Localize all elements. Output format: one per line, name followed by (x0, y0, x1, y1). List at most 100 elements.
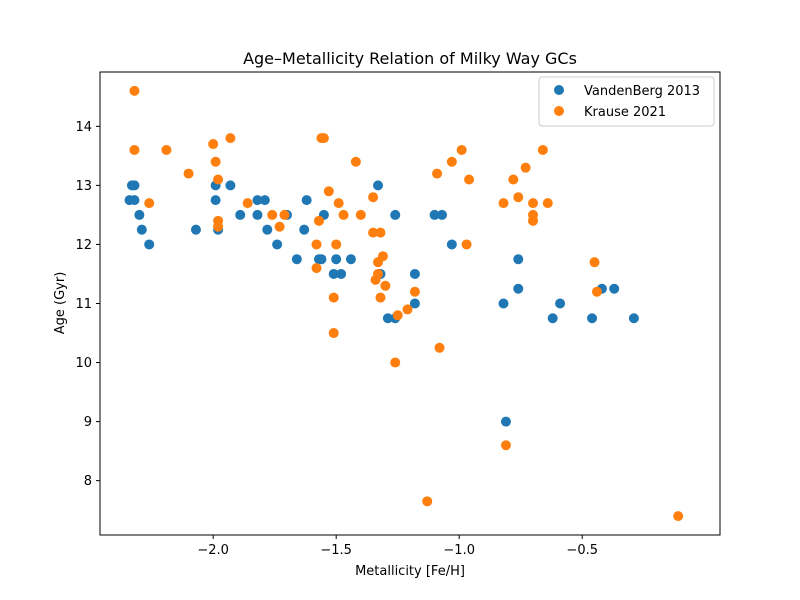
point-krause-43 (434, 342, 445, 353)
point-krause-4 (183, 168, 194, 179)
x-axis: −2.0 −1.5 −1.0 −0.5 (197, 535, 598, 558)
point-krause-41 (422, 496, 433, 507)
point-krause-1 (129, 144, 140, 155)
y-axis: 8 9 10 11 12 13 14 (75, 120, 100, 489)
point-krause-47 (464, 174, 475, 185)
point-vandenberg-48 (628, 313, 639, 324)
point-krause-52 (520, 162, 531, 173)
point-vandenberg-41 (513, 254, 524, 265)
legend: VandenBerg 2013 Krause 2021 (538, 76, 715, 127)
point-krause-24 (333, 198, 344, 209)
point-krause-60 (673, 511, 684, 522)
point-krause-51 (513, 192, 524, 203)
point-vandenberg-44 (555, 298, 566, 309)
point-vandenberg-6 (144, 239, 155, 250)
point-vandenberg-43 (547, 313, 558, 324)
legend-marker-krause (554, 106, 564, 116)
point-vandenberg-14 (252, 209, 263, 220)
point-krause-20 (323, 186, 334, 197)
point-vandenberg-3 (129, 180, 140, 191)
point-krause-25 (338, 209, 349, 220)
point-krause-31 (373, 268, 384, 279)
x-axis-label: Metallicity [Fe/H] (355, 564, 465, 579)
point-krause-10 (225, 133, 236, 144)
point-krause-17 (313, 215, 324, 226)
point-vandenberg-9 (210, 195, 221, 206)
point-krause-55 (528, 198, 539, 209)
point-vandenberg-7 (190, 224, 201, 235)
point-krause-59 (591, 286, 602, 297)
point-krause-35 (375, 292, 386, 303)
point-krause-9 (213, 221, 224, 232)
point-krause-13 (274, 221, 285, 232)
point-krause-49 (500, 440, 511, 451)
point-krause-34 (377, 251, 388, 262)
point-krause-46 (461, 239, 472, 250)
point-vandenberg-11 (225, 180, 236, 191)
point-vandenberg-47 (609, 283, 620, 294)
point-krause-37 (390, 357, 401, 368)
point-vandenberg-20 (299, 224, 310, 235)
y-tick-label: 14 (75, 120, 92, 135)
point-krause-44 (446, 156, 457, 167)
point-krause-29 (368, 227, 379, 238)
point-vandenberg-21 (301, 195, 312, 206)
point-vandenberg-23 (316, 254, 327, 265)
point-krause-33 (375, 227, 386, 238)
x-tick-label: −1.5 (320, 543, 352, 558)
legend-label-vandenberg: VandenBerg 2013 (584, 84, 700, 99)
point-vandenberg-32 (390, 209, 401, 220)
point-krause-11 (242, 198, 253, 209)
point-krause-14 (279, 209, 290, 220)
point-vandenberg-42 (513, 283, 524, 294)
legend-box (538, 76, 715, 127)
point-vandenberg-29 (373, 180, 384, 191)
point-vandenberg-25 (328, 268, 339, 279)
y-tick-label: 10 (75, 356, 92, 371)
point-vandenberg-31 (382, 313, 393, 324)
point-krause-54 (528, 215, 539, 226)
point-krause-27 (355, 209, 366, 220)
point-krause-6 (210, 156, 221, 167)
point-krause-0 (129, 85, 140, 96)
point-krause-56 (537, 144, 548, 155)
point-krause-2 (144, 198, 155, 209)
x-tick-label: −2.0 (197, 543, 229, 558)
point-vandenberg-16 (262, 224, 273, 235)
point-krause-26 (350, 156, 361, 167)
point-krause-7 (213, 174, 224, 185)
point-vandenberg-28 (345, 254, 356, 265)
point-vandenberg-4 (134, 209, 145, 220)
point-krause-58 (589, 257, 600, 268)
point-krause-3 (161, 144, 172, 155)
point-krause-40 (409, 286, 420, 297)
point-vandenberg-35 (409, 298, 420, 309)
point-vandenberg-2 (129, 195, 140, 206)
points-layer (124, 85, 684, 522)
point-krause-45 (456, 144, 467, 155)
point-krause-5 (208, 139, 219, 150)
y-tick-label: 12 (75, 238, 92, 253)
point-vandenberg-40 (500, 416, 511, 427)
point-vandenberg-26 (331, 254, 342, 265)
point-vandenberg-12 (235, 209, 246, 220)
y-tick-label: 11 (75, 297, 92, 312)
point-vandenberg-36 (429, 209, 440, 220)
legend-marker-vandenberg (554, 85, 564, 95)
point-krause-19 (318, 133, 329, 144)
y-axis-label: Age (Gyr) (53, 272, 68, 335)
x-tick-label: −1.0 (443, 543, 475, 558)
point-krause-38 (392, 310, 403, 321)
point-vandenberg-13 (252, 195, 263, 206)
point-vandenberg-19 (291, 254, 302, 265)
y-tick-label: 9 (84, 415, 92, 430)
point-vandenberg-15 (259, 195, 270, 206)
point-krause-21 (328, 292, 339, 303)
point-krause-48 (498, 198, 509, 209)
point-krause-50 (508, 174, 519, 185)
point-krause-22 (328, 328, 339, 339)
y-tick-label: 8 (84, 474, 92, 489)
point-krause-39 (402, 304, 413, 315)
point-vandenberg-27 (336, 268, 347, 279)
